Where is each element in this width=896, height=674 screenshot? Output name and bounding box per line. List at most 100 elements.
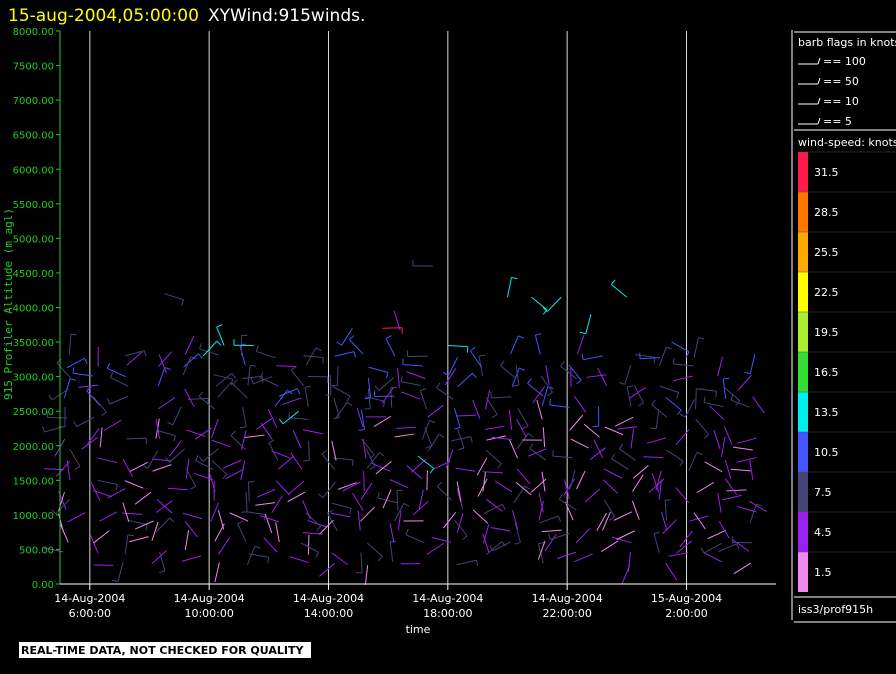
wind-barb-192 xyxy=(366,452,385,469)
wind-barb-252 xyxy=(445,449,454,469)
wind-barb-5 xyxy=(51,499,71,515)
wind-barb-123 xyxy=(242,375,264,383)
wind-barbs xyxy=(42,259,767,586)
wind-barb-377 xyxy=(648,478,665,493)
wind-barb-181 xyxy=(331,365,339,387)
wind-barb-402 xyxy=(672,357,694,367)
wind-barb-161 xyxy=(282,397,302,405)
wind-barb-265 xyxy=(484,503,506,514)
wind-barb-154 xyxy=(288,480,305,495)
wind-barb-328 xyxy=(552,450,573,459)
wind-barb-25 xyxy=(93,489,113,498)
wind-barb-18 xyxy=(66,357,88,369)
wind-barb-221 xyxy=(397,367,400,388)
wind-barb-196 xyxy=(356,407,364,428)
wind-barb-188 xyxy=(352,493,364,511)
wind-barb-382 xyxy=(651,399,668,418)
wind-barb-171 xyxy=(331,502,352,515)
wind-barb-396 xyxy=(675,429,690,446)
wind-barb-281 xyxy=(514,523,521,545)
wind-barb-191 xyxy=(342,481,361,492)
wind-barb-208 xyxy=(396,489,403,511)
wind-barb-294 xyxy=(511,367,526,387)
wind-barb-260 xyxy=(442,357,458,376)
wind-barb-92 xyxy=(217,509,225,530)
y-tick-label-10: 5000.00 xyxy=(13,234,54,245)
wind-barb-325 xyxy=(576,470,586,490)
wind-barb-162 xyxy=(290,366,305,387)
wind-barb-134 xyxy=(278,455,295,470)
wind-barb-311 xyxy=(536,399,543,420)
wind-barb-404 xyxy=(703,552,722,563)
wind-barb-42 xyxy=(122,502,130,522)
wind-barb-81 xyxy=(186,429,206,437)
wind-barb-340 xyxy=(603,499,616,521)
notice-box xyxy=(19,642,311,658)
wind-barb-120 xyxy=(240,406,247,429)
y-tick-label-16: 8000.00 xyxy=(13,27,54,38)
wind-barb-316 xyxy=(545,364,550,385)
barb-legend-label-2: == 10 xyxy=(823,95,859,108)
wind-barb-10 xyxy=(69,448,81,470)
y-tick-label-9: 4500.00 xyxy=(13,269,54,280)
wind-barb-88 xyxy=(214,562,220,583)
wind-barb-293 xyxy=(490,391,512,399)
wind-barb-174 xyxy=(321,449,335,470)
wind-barb-157 xyxy=(303,440,310,462)
source-label: iss3/prof915h xyxy=(798,603,873,616)
wind-barb-320 xyxy=(575,528,591,544)
wind-barb-254 xyxy=(457,428,465,451)
wind-barb-406 xyxy=(700,542,722,554)
wind-barb-73 xyxy=(184,530,190,551)
wind-barb-185 xyxy=(367,542,383,562)
wind-barb-413 xyxy=(704,461,723,473)
wind-barb-342 xyxy=(602,479,619,494)
wind-barb-355 xyxy=(616,530,635,540)
wind-barb-158 xyxy=(302,429,323,435)
wind-barb-91 xyxy=(210,502,219,522)
wind-barb-361 xyxy=(618,443,636,461)
wind-barb-86 xyxy=(183,353,203,368)
x-tick-time-0: 6:00:00 xyxy=(69,607,111,620)
wind-barb-308 xyxy=(527,448,547,457)
speed-level-label-4: 19.5 xyxy=(814,326,839,339)
wind-barb-267 xyxy=(482,471,487,492)
wind-barb-242 xyxy=(456,559,479,567)
wind-barb-163 xyxy=(307,375,329,383)
wind-barb-417 xyxy=(723,426,733,446)
wind-barb-375 xyxy=(658,479,662,500)
wind-barb-409 xyxy=(717,492,722,513)
wind-barb-452 xyxy=(579,314,592,335)
wind-barb-116 xyxy=(222,459,242,469)
wind-barb-446 xyxy=(417,455,435,474)
wind-barb-169 xyxy=(319,519,334,535)
wind-barb-395 xyxy=(688,451,703,471)
wind-barb-132 xyxy=(256,488,276,498)
wind-barb-34 xyxy=(78,384,99,388)
wind-barb-64 xyxy=(142,450,159,469)
wind-barb-367 xyxy=(633,385,645,407)
barb-legend-label-1: == 50 xyxy=(823,75,859,88)
wind-barb-82 xyxy=(167,406,182,426)
wind-barb-315 xyxy=(540,375,553,397)
wind-barb-222 xyxy=(385,335,396,357)
wind-barb-307 xyxy=(529,443,547,461)
wind-barb-106 xyxy=(199,343,219,356)
wind-barb-203 xyxy=(349,335,364,355)
wind-barb-353 xyxy=(627,551,631,572)
wind-barb-195 xyxy=(361,439,375,460)
wind-barb-206 xyxy=(397,510,402,531)
speed-level-label-5: 16.5 xyxy=(814,366,839,379)
wind-barb-96 xyxy=(195,455,214,470)
wind-barb-237 xyxy=(400,391,420,400)
wind-barb-245 xyxy=(454,519,468,540)
wind-barb-172 xyxy=(337,482,357,490)
wind-barb-136 xyxy=(271,450,291,459)
wind-barb-299 xyxy=(544,534,557,552)
barb-legend-item-0: == 100 xyxy=(798,55,866,68)
wind-barb-271 xyxy=(486,450,502,469)
wind-barb-373 xyxy=(664,499,672,521)
wind-barb-52 xyxy=(126,351,143,366)
barb-legend-item-2: == 10 xyxy=(798,95,859,108)
